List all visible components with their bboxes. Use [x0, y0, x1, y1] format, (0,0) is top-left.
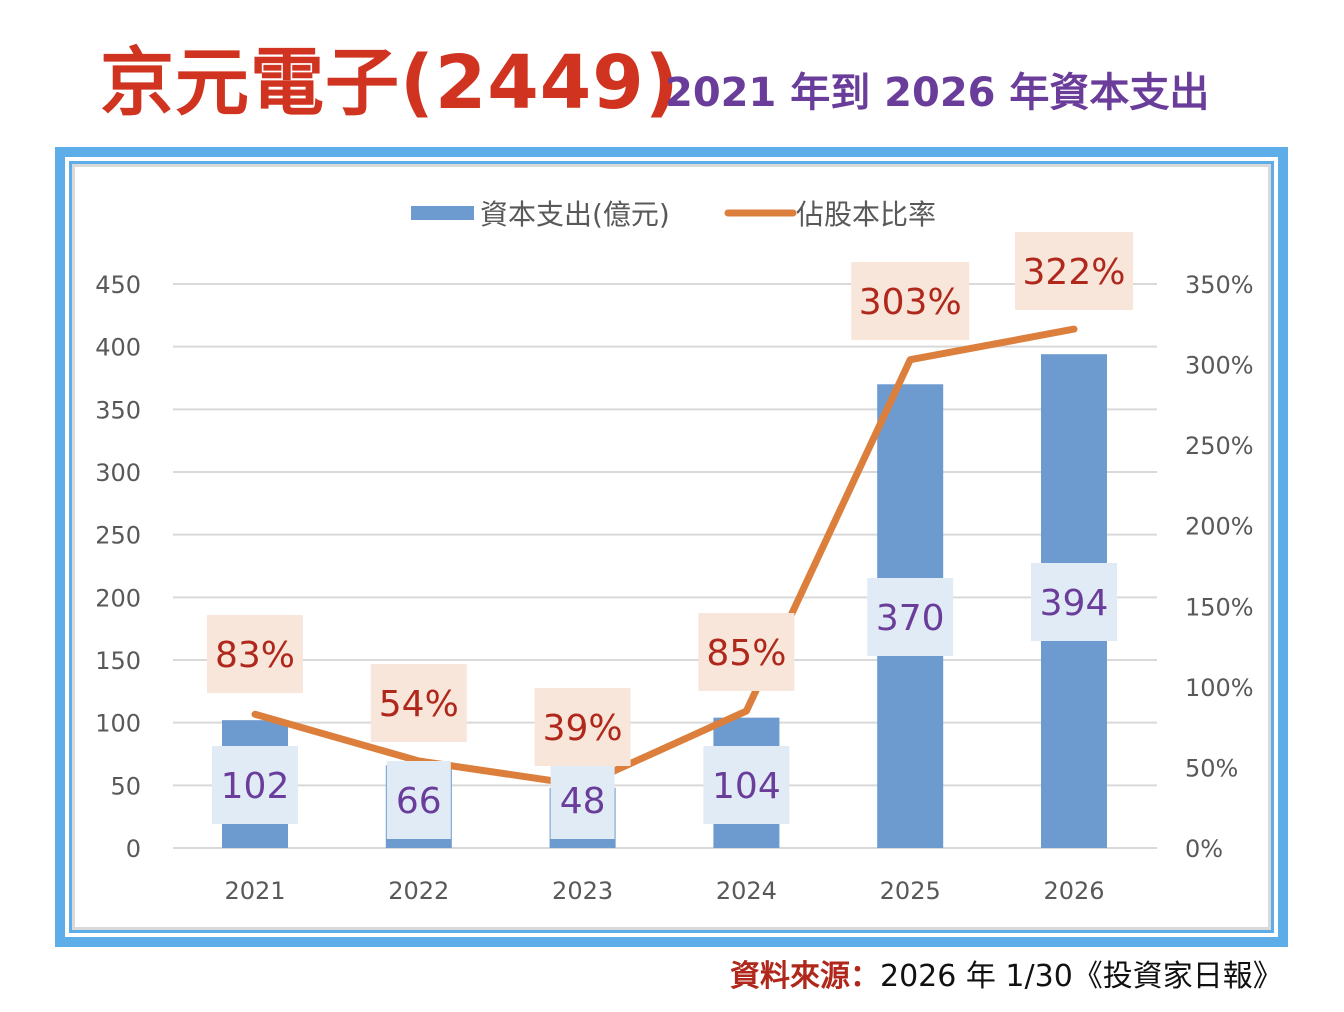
x-tick-label: 2024 [716, 877, 777, 905]
line-label-2023: 39% [534, 688, 631, 766]
right-axis-ticks: 0% 50% 100% 150% 200% 250% 300% 350% [1185, 271, 1254, 863]
bar-label-text: 370 [876, 598, 945, 639]
bar-label-bg [212, 746, 298, 824]
y-tick-label: 50 [110, 772, 141, 800]
source-label: 資料來源： [730, 959, 880, 994]
y2-tick-label: 0% [1185, 835, 1223, 863]
y-tick-label: 200 [95, 584, 141, 612]
line-label-text: 83% [215, 635, 295, 676]
bar-label-2025: 370 [867, 578, 954, 656]
bar-label-bg [550, 761, 615, 839]
source-text: 2026 年 1/30《投資家日報》 [880, 959, 1283, 994]
chart-header: 京元電子(2449) 2021 年到 2026 年資本支出 [0, 0, 1344, 140]
y-tick-label: 0 [126, 835, 141, 863]
y2-tick-label: 50% [1185, 754, 1238, 782]
x-axis-ticks: 2021 2022 2023 2024 2025 2026 [224, 877, 1104, 905]
bar-label-text: 394 [1040, 583, 1109, 624]
bar-label-2023: 48 [550, 761, 615, 839]
legend-label-line: 佔股本比率 [796, 198, 936, 231]
y-tick-label: 350 [95, 396, 141, 424]
x-tick-label: 2026 [1043, 877, 1104, 905]
bar-label-bg [703, 746, 790, 824]
x-tick-label: 2021 [224, 877, 285, 905]
source-note: 資料來源：2026 年 1/30《投資家日報》 [730, 955, 1283, 999]
line-label-bg [851, 262, 970, 340]
y-tick-label: 400 [95, 334, 141, 362]
line-label-bg [698, 613, 795, 691]
line-data-labels: 83% 54% 39% 85% 303% 322% [207, 232, 1133, 766]
chart-title-main: 京元電子(2449) [100, 40, 680, 126]
y-tick-label: 300 [95, 459, 141, 487]
line-label-bg [207, 615, 303, 693]
x-tick-label: 2023 [552, 877, 613, 905]
chart-title-sub: 2021 年到 2026 年資本支出 [665, 70, 1210, 116]
line-label-2026: 322% [1015, 232, 1133, 310]
line-label-bg [534, 688, 631, 766]
y-tick-label: 250 [95, 522, 141, 550]
legend-label-bar: 資本支出(億元) [480, 198, 670, 231]
bar-label-2021: 102 [212, 746, 298, 824]
bar-label-2026: 394 [1031, 563, 1117, 641]
y2-tick-label: 100% [1185, 674, 1254, 702]
line-label-text: 322% [1023, 252, 1126, 293]
line-label-2024: 85% [698, 613, 795, 691]
y-tick-label: 150 [95, 647, 141, 675]
legend: 資本支出(億元) 佔股本比率 [411, 198, 936, 231]
line-label-2022: 54% [370, 664, 467, 742]
line-label-text: 85% [706, 633, 786, 674]
left-axis-ticks: 0 50 100 150 200 250 300 350 400 450 [95, 271, 141, 863]
y2-tick-label: 250% [1185, 432, 1254, 460]
bar-label-text: 102 [221, 766, 290, 807]
line-label-2025: 303% [851, 262, 970, 340]
line-label-text: 303% [859, 282, 962, 323]
ratio-line-path [251, 325, 1078, 789]
bar-label-text: 66 [396, 781, 442, 822]
line-label-text: 39% [543, 708, 623, 749]
bar-label-bg [386, 761, 451, 839]
bar-data-labels: 102 66 48 104 370 394 [212, 563, 1117, 839]
y2-tick-label: 350% [1185, 271, 1254, 299]
line-label-text: 54% [379, 684, 459, 725]
x-tick-label: 2022 [388, 877, 449, 905]
bar-label-text: 104 [712, 766, 781, 807]
y-tick-label: 100 [95, 710, 141, 738]
bars [222, 354, 1107, 848]
legend-swatch-bar [411, 206, 474, 220]
y2-tick-label: 150% [1185, 593, 1254, 621]
x-tick-label: 2025 [880, 877, 941, 905]
bar-label-2022: 66 [386, 761, 451, 839]
y2-tick-label: 200% [1185, 513, 1254, 541]
gridlines [173, 283, 1157, 849]
bar-label-text: 48 [560, 781, 606, 822]
bar-label-bg [867, 578, 954, 656]
bar-label-bg [1031, 563, 1117, 641]
line-label-2021: 83% [207, 615, 303, 693]
y2-tick-label: 300% [1185, 352, 1254, 380]
line-label-bg [370, 664, 467, 742]
y-tick-label: 450 [95, 271, 141, 299]
line-label-bg [1015, 232, 1133, 310]
bar-label-2024: 104 [703, 746, 790, 824]
